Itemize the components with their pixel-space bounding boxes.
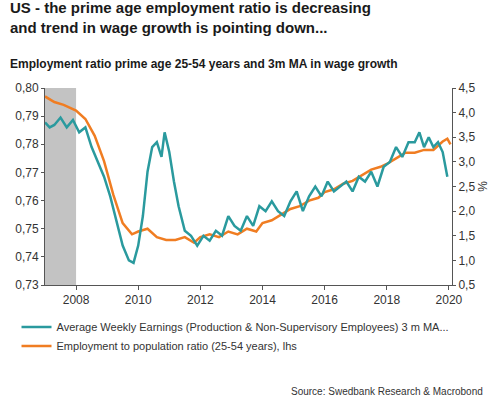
svg-text:4,0: 4,0 xyxy=(458,106,475,120)
svg-text:US - the prime age employment: US - the prime age employment ratio is d… xyxy=(10,0,371,36)
svg-text:0,73: 0,73 xyxy=(15,278,39,292)
svg-text:2018: 2018 xyxy=(373,293,400,307)
svg-text:Employment to population ratio: Employment to population ratio (25-54 ye… xyxy=(57,340,298,352)
svg-text:2016: 2016 xyxy=(311,293,338,307)
svg-text:2014: 2014 xyxy=(249,293,276,307)
svg-text:2,5: 2,5 xyxy=(458,180,475,194)
svg-text:3,5: 3,5 xyxy=(458,130,475,144)
svg-text:2008: 2008 xyxy=(63,293,90,307)
svg-text:2020: 2020 xyxy=(436,293,463,307)
svg-text:0,77: 0,77 xyxy=(15,166,39,180)
svg-text:%: % xyxy=(476,181,490,192)
svg-text:Employment ratio prime age 25-: Employment ratio prime age 25-54 years a… xyxy=(10,57,398,71)
svg-text:1,5: 1,5 xyxy=(458,229,475,243)
svg-text:0,75: 0,75 xyxy=(15,222,39,236)
svg-text:4,5: 4,5 xyxy=(458,81,475,95)
svg-text:0,76: 0,76 xyxy=(15,194,39,208)
svg-text:0,78: 0,78 xyxy=(15,137,39,151)
svg-text:0,80: 0,80 xyxy=(15,81,39,95)
svg-text:2010: 2010 xyxy=(125,293,152,307)
svg-text:2,0: 2,0 xyxy=(458,204,475,218)
svg-text:1,0: 1,0 xyxy=(458,254,475,268)
svg-text:0,5: 0,5 xyxy=(458,278,475,292)
svg-text:0,74: 0,74 xyxy=(15,250,39,264)
svg-text:2012: 2012 xyxy=(187,293,214,307)
svg-text:0,79: 0,79 xyxy=(15,109,39,123)
svg-text:Average Weekly Earnings (Produ: Average Weekly Earnings (Production & No… xyxy=(57,321,449,333)
svg-text:3,0: 3,0 xyxy=(458,155,475,169)
svg-text:Source: Swedbank Research & Ma: Source: Swedbank Research & Macrobond xyxy=(291,386,483,397)
